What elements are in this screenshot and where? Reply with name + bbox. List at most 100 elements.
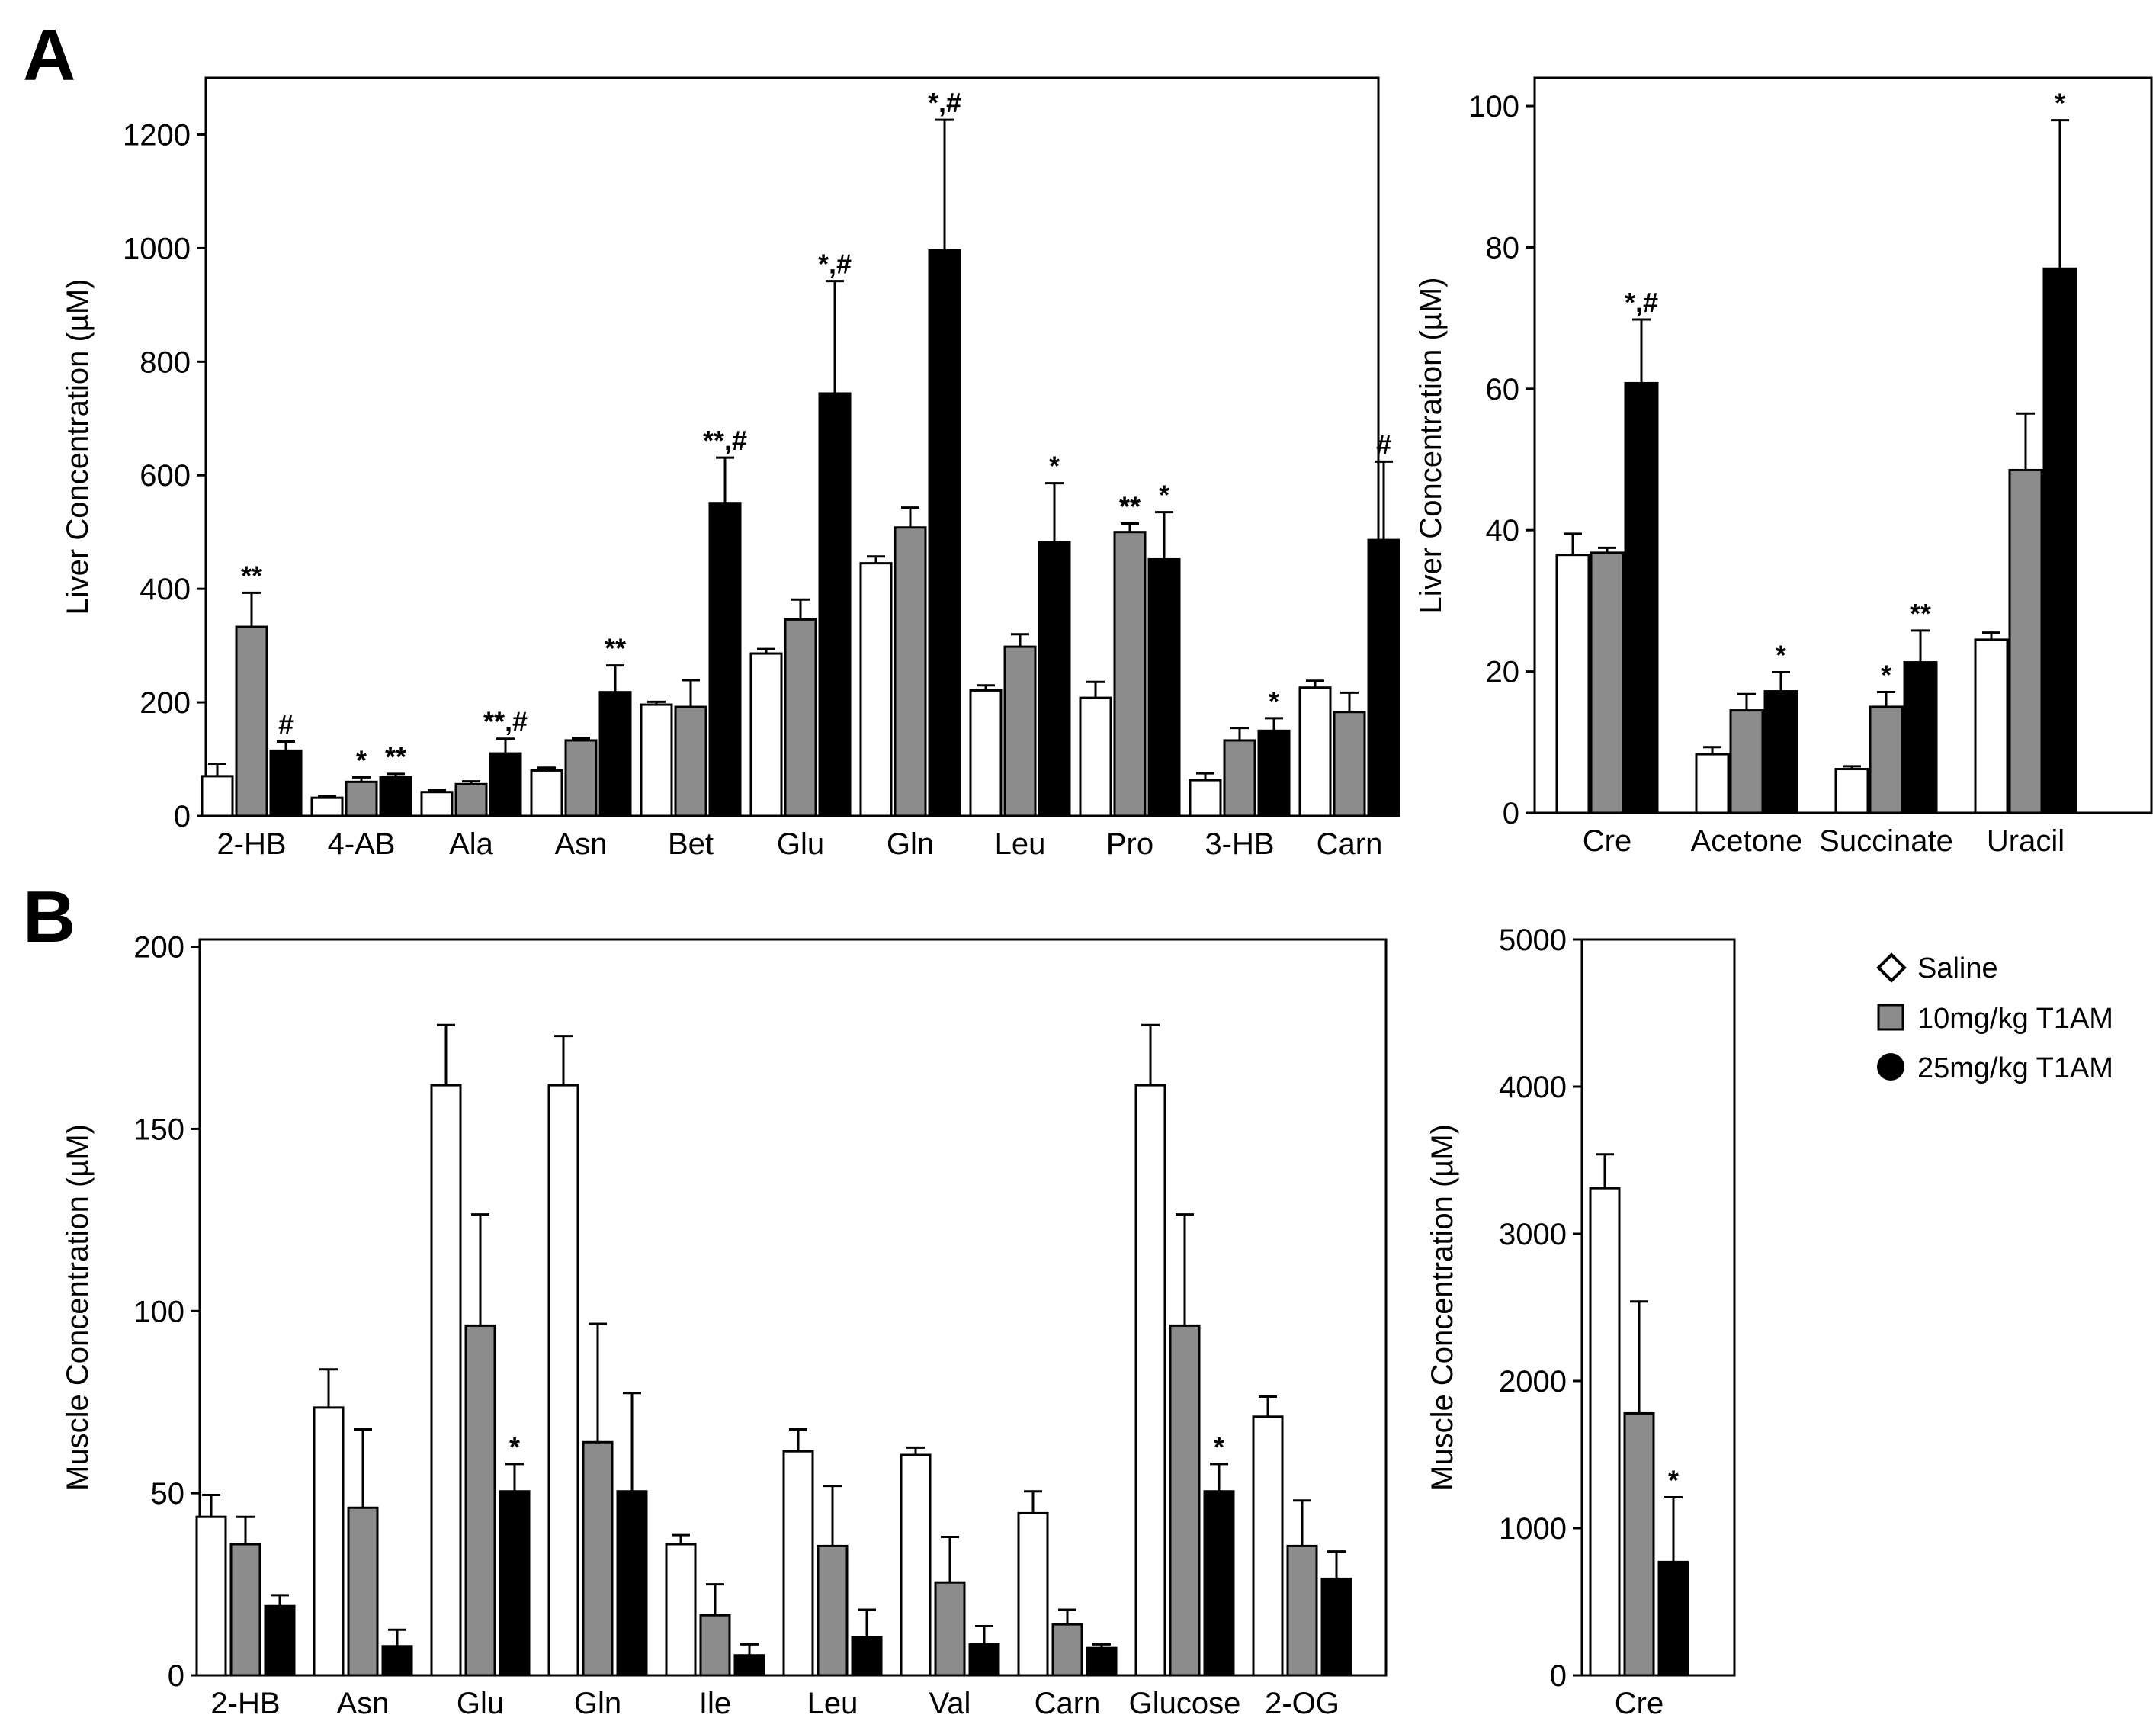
x-tick-label: Uracil [1987, 824, 2065, 858]
bar [454, 782, 488, 817]
x-tick-label: Gln [887, 827, 934, 861]
bar [733, 1654, 765, 1677]
bar [1051, 1623, 1083, 1677]
significance-label: # [278, 708, 294, 740]
y-tick-label: 400 [140, 573, 191, 606]
x-tick-label: Carn [1317, 827, 1383, 861]
significance-label: ** [385, 741, 406, 772]
bar [1038, 541, 1071, 817]
significance-label: # [1376, 429, 1391, 460]
bar [195, 1515, 227, 1677]
legend-item-10mg: 10mg/kg T1AM [1877, 1003, 2113, 1035]
significance-label: *,# [928, 87, 961, 118]
y-tick-label: 0 [1550, 1659, 1567, 1693]
bar [1298, 686, 1332, 817]
bar [1189, 779, 1222, 817]
bar [1657, 1560, 1689, 1677]
bar [1286, 1544, 1318, 1677]
x-tick-label: 3-HB [1205, 827, 1274, 861]
y-tick-label: 80 [1486, 231, 1520, 265]
bar [818, 392, 852, 817]
y-tick-label: 100 [1468, 90, 1519, 124]
y-tick-label: 100 [133, 1295, 184, 1328]
significance-label: * [1881, 659, 1891, 690]
significance-label: * [1159, 480, 1169, 511]
bar [489, 752, 522, 817]
bar [674, 705, 707, 817]
x-tick-label: Asn [555, 827, 608, 861]
x-tick-label: Gln [574, 1687, 621, 1720]
x-tick-label: Carn [1035, 1687, 1101, 1720]
y-tick-label: 50 [151, 1477, 185, 1511]
bar [616, 1490, 648, 1677]
x-tick-label: Succinate [1819, 824, 1953, 858]
bar [1203, 1490, 1235, 1677]
bar [269, 749, 303, 817]
bar [1555, 554, 1590, 814]
bar [1974, 638, 2009, 814]
circle-icon [1877, 1053, 1904, 1081]
bar [1834, 768, 1869, 814]
bar [1624, 381, 1659, 814]
x-tick-label: Val [929, 1687, 971, 1720]
x-tick-label: 4-AB [328, 827, 396, 861]
x-tick-label: Asn [337, 1687, 390, 1720]
bar [1223, 739, 1256, 817]
y-tick-label: 4000 [1499, 1071, 1567, 1104]
bar [1320, 1577, 1352, 1677]
bar [1113, 531, 1147, 817]
bar [1729, 709, 1764, 814]
square-icon [1877, 1004, 1904, 1031]
bar [1695, 753, 1730, 814]
x-tick-label: Leu [995, 827, 1046, 861]
y-tick-label: 1200 [123, 118, 191, 152]
x-tick-label: Cre [1615, 1687, 1664, 1720]
bar [1017, 1511, 1049, 1677]
y-tick-label: 0 [174, 800, 191, 833]
bar [749, 652, 783, 817]
significance-label: * [356, 744, 367, 776]
bar [201, 775, 234, 817]
significance-label: * [1269, 686, 1279, 717]
y-axis-label: Muscle Concentration (µM) [1426, 1124, 1459, 1491]
significance-label: * [1668, 1464, 1679, 1495]
y-tick-label: 20 [1486, 656, 1520, 689]
x-tick-label: 2-OG [1265, 1687, 1339, 1720]
diamond-icon [1876, 952, 1907, 983]
bar [708, 502, 742, 817]
bar [530, 769, 563, 817]
bar [345, 780, 378, 817]
bar [1333, 711, 1366, 817]
y-tick-label: 3000 [1499, 1218, 1567, 1251]
y-tick-label: 1000 [123, 232, 191, 265]
bar [1257, 729, 1291, 817]
bar [1147, 557, 1181, 817]
significance-label: * [509, 1431, 520, 1463]
legend-label-25mg: 25mg/kg T1AM [1917, 1052, 2113, 1084]
bar [1903, 661, 1938, 814]
y-tick-label: 800 [140, 345, 191, 379]
bar [1169, 1324, 1201, 1677]
bar [2008, 468, 2043, 814]
bar [968, 1643, 1000, 1677]
bar [564, 739, 598, 817]
muscle-left-chart: 0 50 100 150 200 Muscle Concentration (µM) 2-H… [61, 931, 1388, 1720]
bar [598, 691, 632, 817]
bar [264, 1604, 296, 1677]
legend: Saline 10mg/kg T1AM 25mg/kg T1AM [1876, 952, 2113, 1084]
bar [969, 689, 1003, 817]
bar [1623, 1411, 1655, 1677]
x-tick-label: Cre [1583, 824, 1631, 858]
bar [1590, 551, 1625, 814]
bar [782, 1450, 814, 1677]
x-tick-label: Glucose [1129, 1687, 1241, 1720]
bar [1134, 1084, 1166, 1677]
significance-label: **,# [703, 425, 747, 456]
significance-label: * [1049, 451, 1060, 482]
x-tick-label: Glu [457, 1687, 504, 1720]
x-tick-label: Glu [777, 827, 824, 861]
significance-label: **,# [483, 706, 528, 737]
bar [699, 1614, 731, 1677]
y-tick-label: 40 [1486, 514, 1520, 548]
bar [381, 1645, 413, 1677]
